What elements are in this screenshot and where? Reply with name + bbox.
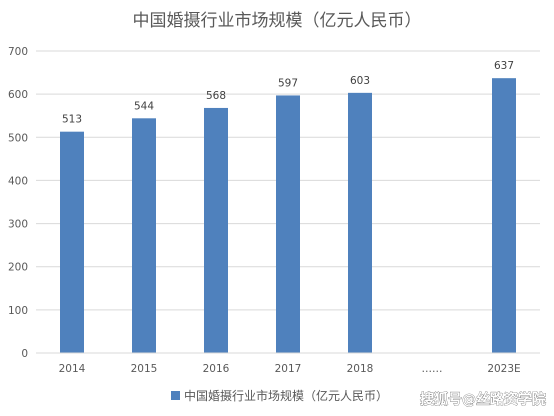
legend-label: 中国婚摄行业市场规模（亿元人民币） [184, 388, 388, 403]
data-label: 568 [206, 90, 226, 102]
y-tick-label: 300 [8, 219, 28, 231]
data-label: 637 [494, 60, 514, 72]
bar-2018 [348, 92, 372, 353]
bar-2017 [276, 95, 300, 354]
data-label: 597 [278, 77, 298, 89]
y-tick-label: 400 [8, 175, 28, 187]
y-tick-label: 100 [8, 305, 28, 317]
bar-2023E [492, 78, 516, 354]
data-labels: 513 544 568 597 603 637 [62, 60, 514, 125]
data-label: 513 [62, 114, 82, 126]
y-tick-label: 0 [21, 348, 28, 360]
legend: 中国婚摄行业市场规模（亿元人民币） [171, 388, 388, 403]
bars [60, 78, 516, 354]
x-tick-label: 2017 [275, 363, 302, 375]
chart-title: 中国婚摄行业市场规模（亿元人民币） [133, 11, 422, 31]
x-tick-label: 2016 [203, 363, 230, 375]
y-axis-ticks: 0 100 200 300 400 500 600 700 [8, 46, 28, 360]
x-tick-label: 2018 [347, 363, 374, 375]
y-tick-label: 200 [8, 262, 28, 274]
x-axis-ticks: 2014 2015 2016 2017 2018 …… 2023E [59, 363, 521, 375]
bar-2015 [132, 118, 156, 353]
watermark: 搜狐号@丝路资学院 [420, 391, 546, 408]
x-tick-label: 2014 [59, 363, 86, 375]
x-tick-label: …… [422, 363, 443, 375]
y-tick-label: 500 [8, 132, 28, 144]
y-tick-label: 700 [8, 46, 28, 58]
bar-2016 [204, 107, 228, 353]
data-label: 603 [350, 75, 370, 87]
x-tick-label: 2015 [131, 363, 158, 375]
y-tick-label: 600 [8, 89, 28, 101]
data-label: 544 [134, 100, 154, 112]
legend-swatch [171, 391, 180, 400]
bar-2014 [60, 131, 84, 353]
x-tick-label: 2023E [487, 363, 520, 375]
